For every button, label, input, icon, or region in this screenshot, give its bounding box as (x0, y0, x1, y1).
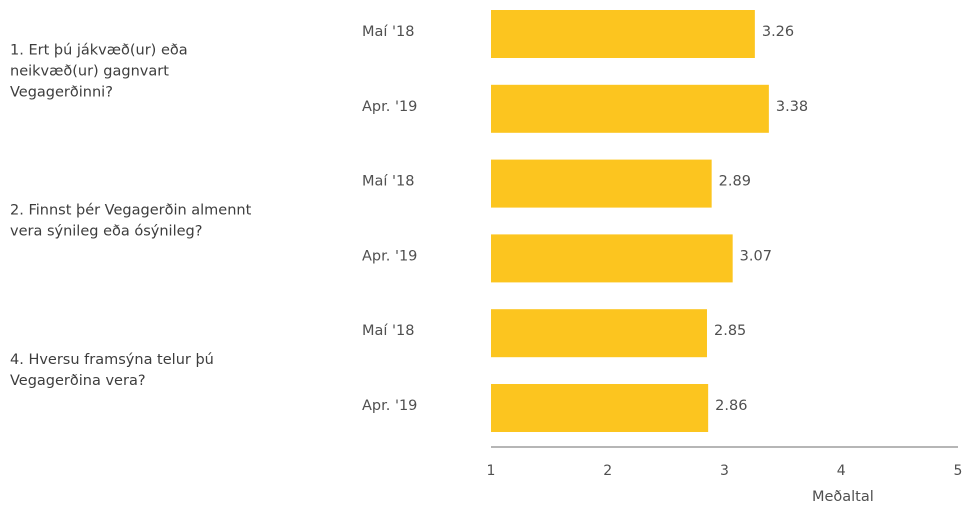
question-label-line: neikvæð(ur) gagnvart (10, 63, 169, 79)
x-axis-title: Meðaltal (812, 489, 874, 505)
question-labels: 1. Ert þú jákvæð(ur) eða neikvæð(ur) gagn… (10, 42, 252, 389)
question-label-line: Vegagerðina vera? (10, 373, 146, 389)
question-label-line: Vegagerðinni? (10, 84, 113, 100)
question-label-line: 2. Finnst þér Vegagerðin almennt (10, 203, 252, 219)
data-label: 2.89 (719, 174, 751, 190)
period-label: Maí '18 (362, 174, 414, 190)
question-label-line: vera sýnileg eða ósýnileg? (10, 224, 202, 240)
x-tick-label: 2 (603, 463, 612, 479)
data-label: 2.85 (714, 323, 746, 339)
bar (491, 84, 769, 133)
x-tick-label: 1 (487, 463, 496, 479)
question-label-line: 4. Hversu framsýna telur þú (10, 352, 214, 368)
period-label: Apr. '19 (362, 398, 417, 414)
bar (491, 159, 712, 208)
data-label: 3.26 (762, 24, 794, 40)
period-label: Maí '18 (362, 24, 414, 40)
period-label: Apr. '19 (362, 99, 417, 115)
bar (491, 10, 755, 58)
period-labels: Maí '18 Apr. '19 Maí '18 Apr. '19 Maí '18 Apr… (362, 24, 417, 414)
x-tick-label: 5 (954, 463, 963, 479)
question-label-line: 1. Ert þú jákvæð(ur) eða (10, 42, 188, 58)
bar (491, 234, 733, 283)
x-tick-label: 4 (837, 463, 846, 479)
data-label: 3.07 (740, 248, 772, 264)
period-label: Apr. '19 (362, 248, 417, 264)
period-label: Maí '18 (362, 323, 414, 339)
data-label: 3.38 (776, 99, 808, 115)
bars-group (491, 10, 769, 432)
data-label: 2.86 (715, 398, 747, 414)
x-tick-labels: 1 2 3 4 5 (487, 463, 963, 479)
bar (491, 309, 707, 358)
value-labels: 3.26 3.38 2.89 3.07 2.85 2.86 (714, 24, 808, 414)
x-tick-label: 3 (720, 463, 729, 479)
bar (491, 384, 709, 432)
